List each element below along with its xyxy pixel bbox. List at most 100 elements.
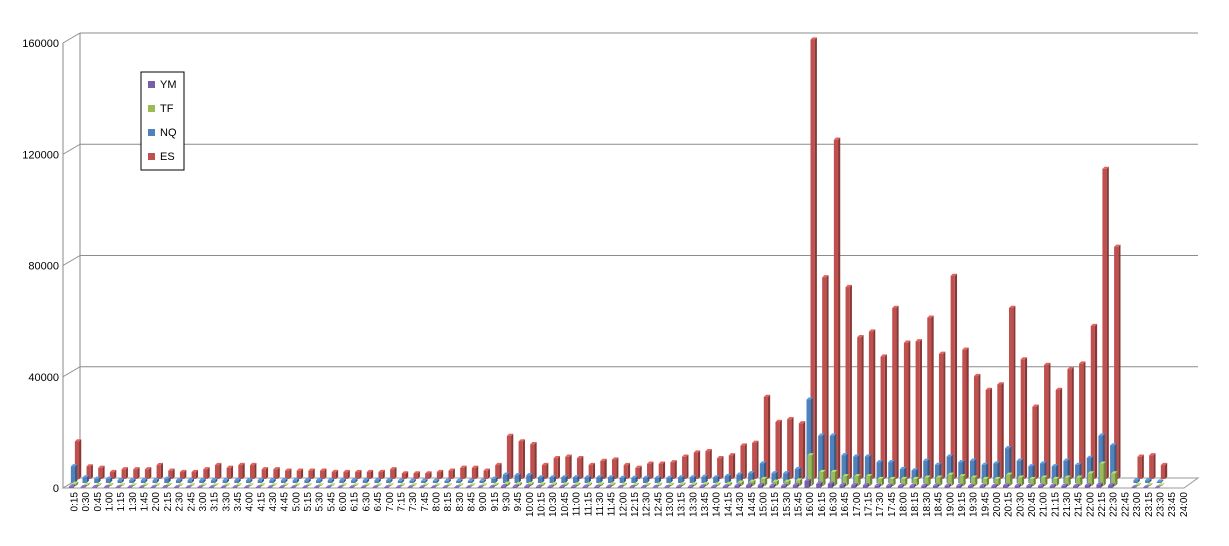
x-tick-label: 6:15: [350, 492, 361, 512]
bar-NQ-10:45: [561, 475, 568, 483]
bar-YM-12:00: [617, 484, 625, 488]
bar-YM-1:00: [103, 484, 111, 488]
bar-YM-5:30: [314, 485, 321, 488]
bar-ES-1:15: [121, 467, 128, 479]
bar-YM-20:45: [1026, 483, 1033, 488]
bar-ES-13:30: [693, 450, 701, 479]
bar-ES-20:30: [1020, 357, 1028, 479]
gridline-side: [62, 255, 81, 266]
bar-YM-18:00: [897, 483, 905, 488]
bar-YM-5:45: [325, 485, 333, 488]
x-tick-label: 11:15: [583, 492, 594, 517]
bar-YM-22:30: [1108, 483, 1115, 488]
x-tick-label: 0:45: [93, 492, 104, 512]
bar-YM-12:30: [641, 484, 648, 488]
bar-ES-21:00: [1044, 362, 1051, 479]
bar-NQ-9:30: [502, 472, 510, 483]
bar-ES-21:30: [1067, 366, 1074, 479]
bar-NQ-0:30: [82, 475, 89, 483]
x-tick-label: 19:45: [980, 492, 991, 517]
x-tick-label: 15:45: [793, 492, 804, 517]
bar-TF-22:15: [1099, 461, 1106, 486]
bar-TF-22:00: [1087, 471, 1095, 486]
bar-YM-11:15: [582, 484, 590, 488]
x-tick-label: 15:00: [758, 492, 769, 517]
x-tick-label: 23:45: [1167, 492, 1178, 517]
bar-YM-21:00: [1038, 483, 1045, 488]
bar-NQ-11:45: [607, 475, 615, 483]
x-tick-label: 15:30: [782, 492, 793, 517]
x-tick-label: 23:30: [1155, 492, 1166, 517]
x-tick-label: 18:45: [934, 492, 945, 517]
legend-swatch-tf: [148, 105, 155, 112]
x-tick-label: 14:15: [723, 492, 734, 517]
x-tick-label: 5:30: [315, 492, 326, 512]
bar-NQ-1:15: [117, 478, 124, 483]
bar-NQ-1:45: [140, 478, 148, 483]
bar-YM-9:15: [489, 484, 496, 488]
legend-label-es: ES: [160, 151, 175, 163]
x-tick-label: 21:45: [1074, 492, 1085, 517]
bar-ES-7:30: [413, 471, 420, 479]
bar-ES-1:00: [109, 469, 117, 479]
bar-ES-9:45: [518, 439, 525, 479]
gridline-side: [62, 32, 81, 44]
bar-ES-11:45: [611, 457, 619, 479]
bar-ES-19:15: [962, 347, 969, 479]
bar-YM-16:45: [839, 483, 846, 488]
bar-ES-14:45: [752, 440, 759, 479]
bar-YM-10:45: [559, 484, 566, 488]
bar-YM-14:30: [734, 483, 741, 488]
bar-TF-18:15: [912, 476, 919, 486]
x-tick-label: 3:15: [210, 492, 221, 512]
bar-YM-14:45: [746, 483, 753, 488]
bar-NQ-2:00: [152, 478, 159, 483]
bar-NQ-3:15: [210, 478, 218, 483]
bar-YM-2:00: [150, 485, 157, 488]
x-tick-label: 12:30: [642, 492, 653, 517]
bar-YM-4:30: [267, 485, 274, 488]
bar-TF-19:30: [970, 475, 978, 486]
bar-TF-16:30: [830, 469, 838, 486]
bar-YM-20:15: [1003, 483, 1010, 488]
x-tick-label: 1:45: [140, 492, 151, 512]
x-tick-label: 8:30: [455, 492, 466, 512]
bar-YM-6:30: [360, 485, 368, 488]
bar-TF-20:30: [1017, 475, 1025, 486]
bar-YM-8:45: [465, 485, 473, 488]
bar-ES-12:30: [647, 461, 654, 479]
x-tick-label: 13:45: [700, 492, 711, 517]
bar-NQ-6:30: [362, 478, 370, 483]
x-tick-label: 1:00: [105, 492, 116, 512]
x-tick-label: 18:00: [899, 492, 910, 517]
x-tick-label: 22:15: [1097, 492, 1108, 517]
x-tick-label: 4:45: [280, 492, 291, 512]
bar-TF-20:00: [994, 476, 1001, 486]
bar-NQ-5:00: [292, 478, 300, 483]
bar-NQ-10:00: [526, 473, 533, 483]
x-tick-label: 4:15: [256, 492, 267, 512]
bar-NQ-10:30: [549, 475, 556, 483]
bar-YM-2:45: [185, 485, 193, 488]
bar-ES-7:00: [390, 467, 397, 479]
x-tick-label: 20:15: [1004, 492, 1015, 517]
bar-ES-0:15: [74, 439, 82, 479]
bar-YM-22:15: [1096, 482, 1103, 488]
bar-TF-19:45: [982, 476, 990, 486]
bar-ES-19:45: [985, 387, 993, 479]
bar-NQ-7:15: [397, 478, 405, 483]
bar-YM-1:45: [138, 485, 146, 488]
bar-ES-2:30: [179, 469, 187, 479]
bar-ES-19:00: [950, 273, 958, 479]
bar-ES-8:15: [448, 468, 455, 479]
chart-legend: YM TF NQ ES: [140, 71, 185, 171]
x-tick-label: 2:30: [175, 492, 186, 512]
bar-ES-18:15: [915, 339, 922, 479]
bar-TF-21:00: [1041, 475, 1048, 486]
bar-NQ-7:30: [409, 478, 416, 483]
bar-YM-8:15: [442, 485, 449, 488]
bar-TF-18:00: [900, 476, 908, 486]
x-tick-label: 9:00: [478, 492, 489, 512]
bar-YM-9:30: [500, 484, 508, 488]
bar-TF-20:45: [1029, 476, 1036, 486]
